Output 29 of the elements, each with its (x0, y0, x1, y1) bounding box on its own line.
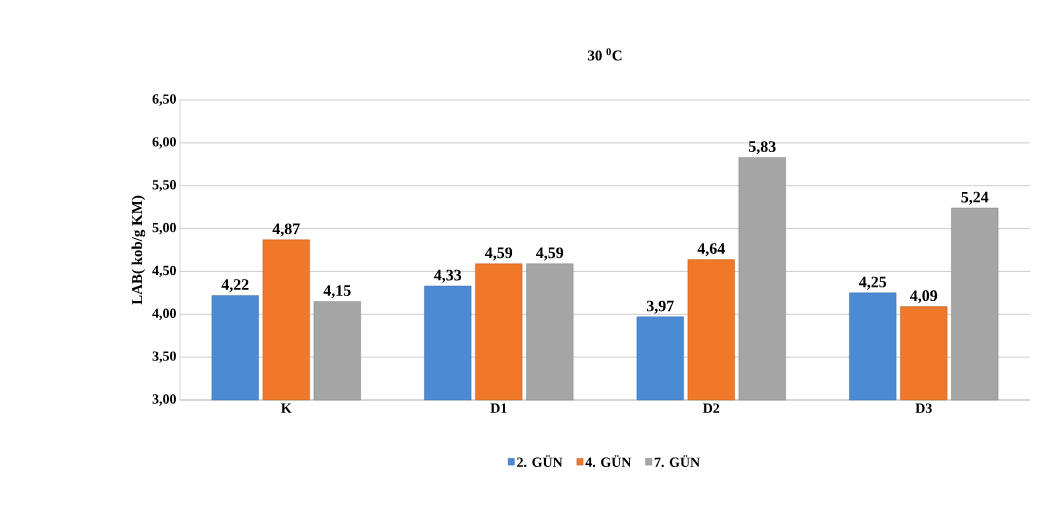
data-label: 4,22 (221, 279, 249, 293)
data-label: 4,09 (910, 290, 938, 304)
data-label: 4,59 (485, 247, 513, 261)
data-label: 4,33 (434, 269, 462, 283)
legend-label: 4. GÜN (585, 455, 632, 467)
y-tick-label: 6,50 (152, 94, 176, 106)
data-label: 5,83 (748, 141, 776, 155)
data-label: 4,59 (536, 247, 564, 261)
x-tick-label: K (281, 403, 292, 413)
x-tick-label: D1 (490, 403, 507, 413)
y-tick-label: 4,00 (152, 308, 176, 320)
data-label: 3,97 (646, 300, 674, 314)
data-label: 5,24 (961, 191, 989, 205)
data-label: 4,15 (323, 285, 351, 299)
x-tick-label: D3 (915, 403, 932, 413)
legend-label: 2. GÜN (517, 455, 563, 467)
y-tick-label: 6,00 (152, 137, 176, 149)
y-tick-label: 5,00 (152, 222, 176, 235)
legend-label: 7. GÜN (654, 455, 700, 467)
data-label: 4,25 (859, 276, 887, 290)
chart-title: 30 $^{0}$C (587, 48, 622, 61)
y-tick-label: 3,50 (152, 351, 176, 363)
y-axis-title: LAB( kob/g KM) (131, 195, 146, 305)
y-tick-label: 4,50 (152, 265, 176, 278)
y-tick-label: 3,00 (152, 394, 176, 406)
y-tick-label: 5,50 (152, 179, 176, 192)
data-label: 4,87 (272, 223, 300, 237)
x-tick-label: D2 (702, 403, 720, 413)
data-label: 4,64 (697, 243, 725, 257)
